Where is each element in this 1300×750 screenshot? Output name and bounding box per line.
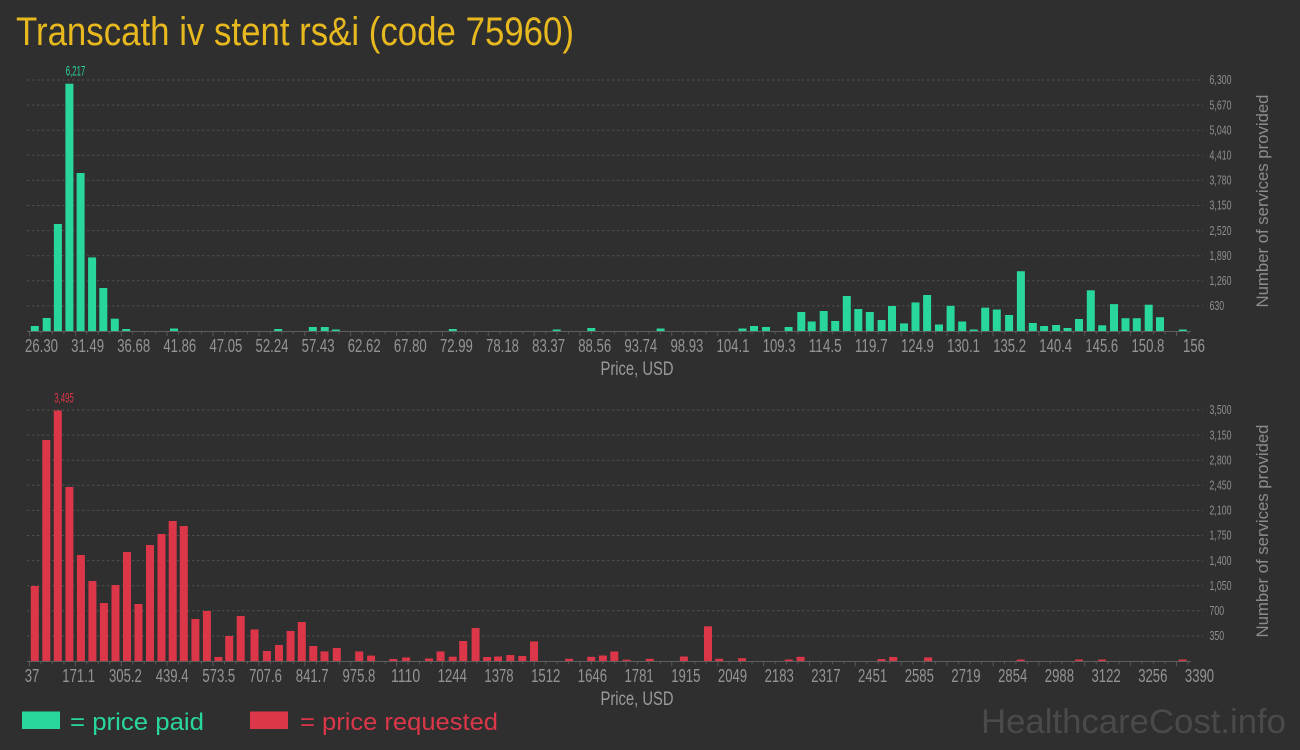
svg-text:2317: 2317	[811, 665, 840, 686]
svg-text:171.1: 171.1	[62, 665, 95, 686]
svg-text:1378: 1378	[484, 665, 513, 686]
svg-text:1,750: 1,750	[1210, 529, 1232, 543]
svg-text:41.86: 41.86	[163, 335, 196, 356]
svg-text:67.80: 67.80	[394, 335, 427, 356]
svg-text:Transcath iv stent rs&i (code: Transcath iv stent rs&i (code 75960)	[16, 10, 574, 54]
svg-text:57.43: 57.43	[302, 335, 335, 356]
svg-text:145.6: 145.6	[1085, 335, 1118, 356]
svg-text:Price, USD: Price, USD	[601, 358, 674, 380]
svg-text:52.24: 52.24	[256, 335, 289, 356]
svg-text:3122: 3122	[1092, 665, 1121, 686]
svg-text:88.56: 88.56	[578, 335, 611, 356]
svg-text:3,500: 3,500	[1210, 403, 1232, 417]
svg-text:2,450: 2,450	[1210, 479, 1232, 493]
svg-text:1110: 1110	[391, 665, 420, 686]
svg-text:305.2: 305.2	[109, 665, 142, 686]
svg-text:1,890: 1,890	[1210, 249, 1232, 263]
svg-text:1244: 1244	[438, 665, 467, 686]
svg-text:130.1: 130.1	[947, 335, 980, 356]
svg-text:109.3: 109.3	[763, 335, 796, 356]
svg-text:4,410: 4,410	[1210, 149, 1232, 163]
svg-text:5,670: 5,670	[1210, 98, 1232, 112]
svg-text:3,495: 3,495	[54, 390, 74, 406]
svg-text:Number of services provided: Number of services provided	[1254, 95, 1272, 308]
svg-text:26.30: 26.30	[25, 335, 58, 356]
svg-text:31.49: 31.49	[71, 335, 104, 356]
svg-text:841.7: 841.7	[296, 665, 329, 686]
svg-text:1646: 1646	[578, 665, 607, 686]
svg-text:3,150: 3,150	[1210, 428, 1232, 442]
svg-text:150.8: 150.8	[1132, 335, 1165, 356]
svg-text:104.1: 104.1	[717, 335, 750, 356]
svg-text:Number of services provided: Number of services provided	[1254, 425, 1272, 638]
svg-text:1,400: 1,400	[1210, 554, 1232, 568]
svg-text:630: 630	[1210, 299, 1225, 313]
svg-text:2049: 2049	[718, 665, 747, 686]
svg-text:Price, USD: Price, USD	[601, 688, 674, 710]
svg-text:78.18: 78.18	[486, 335, 519, 356]
svg-text:5,040: 5,040	[1210, 123, 1232, 137]
svg-text:135.2: 135.2	[993, 335, 1026, 356]
svg-text:62.62: 62.62	[348, 335, 381, 356]
svg-text:83.37: 83.37	[532, 335, 565, 356]
svg-text:119.7: 119.7	[855, 335, 888, 356]
svg-text:1,260: 1,260	[1210, 274, 1232, 288]
svg-text:3256: 3256	[1138, 665, 1167, 686]
svg-text:1,050: 1,050	[1210, 579, 1232, 593]
svg-text:36.68: 36.68	[117, 335, 150, 356]
svg-text:= price paid: = price paid	[70, 709, 204, 736]
svg-text:2,800: 2,800	[1210, 453, 1232, 467]
svg-text:114.5: 114.5	[809, 335, 842, 356]
svg-text:156: 156	[1183, 335, 1205, 356]
svg-text:3,780: 3,780	[1210, 174, 1232, 188]
svg-text:72.99: 72.99	[440, 335, 473, 356]
svg-text:2,100: 2,100	[1210, 504, 1232, 518]
svg-text:3,150: 3,150	[1210, 199, 1232, 213]
svg-text:2183: 2183	[765, 665, 794, 686]
svg-text:47.05: 47.05	[209, 335, 242, 356]
svg-text:6,300: 6,300	[1210, 73, 1232, 87]
svg-text:98.93: 98.93	[670, 335, 703, 356]
svg-text:2719: 2719	[951, 665, 980, 686]
svg-text:2585: 2585	[905, 665, 934, 686]
svg-text:2988: 2988	[1045, 665, 1074, 686]
svg-text:350: 350	[1210, 629, 1225, 643]
svg-text:= price requested: = price requested	[300, 709, 498, 736]
svg-text:1915: 1915	[671, 665, 700, 686]
svg-text:2854: 2854	[998, 665, 1027, 686]
svg-text:573.5: 573.5	[202, 665, 235, 686]
svg-text:93.74: 93.74	[624, 335, 657, 356]
svg-text:140.4: 140.4	[1039, 335, 1072, 356]
svg-text:2,520: 2,520	[1210, 224, 1232, 238]
svg-text:1512: 1512	[531, 665, 560, 686]
svg-text:439.4: 439.4	[156, 665, 189, 686]
svg-text:975.8: 975.8	[343, 665, 376, 686]
svg-text:2451: 2451	[858, 665, 887, 686]
svg-text:707.6: 707.6	[249, 665, 282, 686]
svg-text:3390: 3390	[1185, 665, 1214, 686]
svg-text:124.9: 124.9	[901, 335, 934, 356]
svg-text:6,217: 6,217	[66, 63, 86, 79]
svg-text:HealthcareCost.info: HealthcareCost.info	[981, 703, 1286, 741]
svg-text:700: 700	[1210, 604, 1225, 618]
svg-text:37: 37	[25, 665, 40, 686]
svg-text:1781: 1781	[625, 665, 654, 686]
